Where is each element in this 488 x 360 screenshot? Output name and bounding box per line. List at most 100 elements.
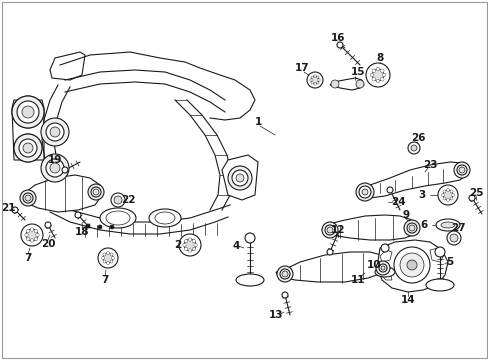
Circle shape: [91, 187, 101, 197]
Circle shape: [106, 261, 109, 265]
Text: 26: 26: [410, 133, 425, 143]
Polygon shape: [321, 215, 417, 240]
Circle shape: [442, 190, 445, 193]
Circle shape: [41, 118, 69, 146]
Circle shape: [114, 196, 122, 204]
Circle shape: [449, 190, 452, 193]
Circle shape: [184, 247, 187, 251]
Text: 24: 24: [390, 197, 405, 207]
Circle shape: [23, 143, 33, 153]
Circle shape: [407, 142, 419, 154]
Circle shape: [449, 197, 452, 200]
Circle shape: [231, 170, 247, 186]
Circle shape: [408, 225, 414, 231]
Circle shape: [110, 253, 113, 256]
Circle shape: [23, 143, 33, 153]
Circle shape: [361, 189, 367, 195]
Circle shape: [406, 223, 416, 233]
Circle shape: [399, 253, 423, 277]
Circle shape: [449, 234, 457, 242]
Circle shape: [88, 184, 104, 200]
Circle shape: [12, 96, 44, 128]
Polygon shape: [50, 52, 85, 80]
Circle shape: [244, 233, 254, 243]
Circle shape: [282, 292, 287, 298]
Text: 20: 20: [41, 239, 55, 249]
Circle shape: [12, 96, 44, 128]
Circle shape: [365, 63, 389, 87]
Ellipse shape: [374, 267, 394, 277]
Circle shape: [316, 82, 318, 84]
Circle shape: [98, 248, 118, 268]
Polygon shape: [275, 252, 389, 282]
Circle shape: [227, 166, 251, 190]
Circle shape: [380, 266, 384, 270]
Circle shape: [369, 73, 373, 77]
Circle shape: [86, 224, 90, 228]
Circle shape: [22, 106, 34, 118]
Polygon shape: [329, 78, 363, 90]
Circle shape: [282, 271, 287, 277]
Circle shape: [111, 193, 125, 207]
Circle shape: [17, 101, 39, 123]
Text: 14: 14: [400, 295, 414, 305]
Circle shape: [313, 75, 316, 77]
Circle shape: [103, 260, 106, 263]
Polygon shape: [22, 175, 102, 212]
Circle shape: [446, 198, 448, 202]
Circle shape: [375, 261, 389, 275]
Text: 13: 13: [268, 310, 283, 320]
Text: 27: 27: [450, 223, 465, 233]
Circle shape: [330, 80, 338, 88]
Circle shape: [310, 76, 318, 84]
Circle shape: [306, 72, 323, 88]
Circle shape: [103, 253, 106, 256]
Circle shape: [456, 165, 466, 175]
Circle shape: [375, 79, 379, 83]
Text: 25: 25: [468, 188, 482, 198]
Circle shape: [50, 127, 60, 137]
Polygon shape: [12, 100, 44, 160]
Circle shape: [193, 243, 197, 247]
Circle shape: [441, 194, 444, 197]
Circle shape: [309, 79, 311, 81]
Circle shape: [110, 225, 114, 229]
Text: 1: 1: [254, 117, 261, 127]
Circle shape: [21, 224, 43, 246]
Circle shape: [25, 195, 31, 201]
Circle shape: [30, 239, 34, 242]
Circle shape: [371, 69, 383, 81]
Text: 17: 17: [294, 63, 309, 73]
Text: 23: 23: [422, 160, 436, 170]
Circle shape: [310, 82, 313, 84]
Circle shape: [442, 190, 452, 200]
Circle shape: [236, 174, 244, 182]
Circle shape: [184, 239, 187, 243]
Circle shape: [41, 154, 69, 182]
Circle shape: [188, 238, 191, 241]
Circle shape: [17, 101, 39, 123]
Text: 16: 16: [330, 33, 345, 43]
Circle shape: [316, 76, 318, 78]
Circle shape: [406, 260, 416, 270]
Circle shape: [19, 139, 37, 157]
Circle shape: [20, 190, 36, 206]
Circle shape: [453, 162, 469, 178]
Ellipse shape: [435, 219, 459, 231]
Circle shape: [458, 167, 464, 173]
Circle shape: [446, 231, 460, 245]
Circle shape: [26, 229, 38, 241]
Circle shape: [192, 239, 195, 243]
Text: 4: 4: [232, 241, 239, 251]
Text: 3: 3: [418, 190, 425, 200]
Circle shape: [36, 233, 39, 237]
Circle shape: [371, 69, 375, 73]
Circle shape: [393, 247, 429, 283]
Text: 11: 11: [350, 275, 365, 285]
Circle shape: [321, 222, 337, 238]
Circle shape: [22, 106, 34, 118]
Circle shape: [382, 73, 385, 77]
Circle shape: [103, 253, 113, 263]
Text: 19: 19: [48, 155, 62, 165]
Ellipse shape: [149, 209, 181, 227]
